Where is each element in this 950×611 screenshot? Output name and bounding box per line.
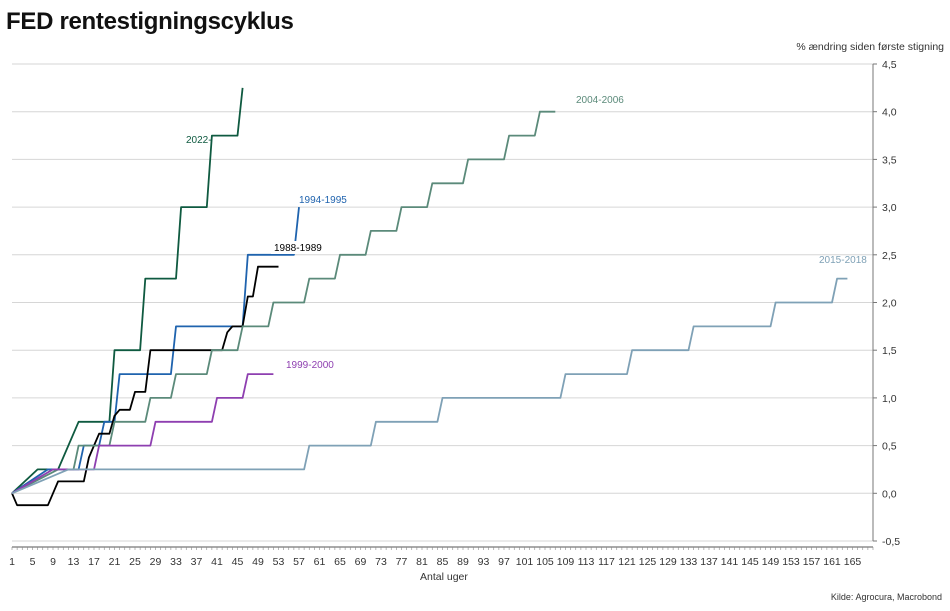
x-tick-label: 149 — [762, 556, 780, 568]
y-tick-label: 1,5 — [882, 345, 897, 357]
x-tick-label: 69 — [355, 556, 367, 568]
series-label: 2004-2006 — [576, 95, 624, 106]
y-tick-label: 0,0 — [882, 488, 897, 500]
x-tick-label: 65 — [334, 556, 346, 568]
x-tick-label: 81 — [416, 556, 428, 568]
y-tick-label: 0,5 — [882, 441, 897, 453]
x-tick-label: 121 — [618, 556, 636, 568]
y-tick-label: -0,5 — [882, 536, 900, 548]
series-line-1994-1995 — [11, 207, 300, 495]
x-tick-label: 117 — [598, 556, 615, 568]
x-tick-label: 133 — [680, 556, 698, 568]
x-tick-label: 93 — [478, 556, 490, 568]
chart-title: FED rentestigningscyklus — [6, 8, 294, 35]
x-tick-label: 89 — [457, 556, 469, 568]
x-tick-label: 25 — [129, 556, 141, 568]
x-tick-label: 9 — [50, 556, 56, 568]
x-tick-label: 113 — [578, 556, 595, 568]
x-tick-label: 145 — [741, 556, 759, 568]
x-tick-label: 21 — [109, 556, 121, 568]
x-tick-label: 153 — [782, 556, 800, 568]
x-tick-label: 53 — [273, 556, 285, 568]
series-label: 1988-1989 — [274, 243, 322, 254]
x-tick-label: 97 — [498, 556, 510, 568]
series-line-1988-1989 — [11, 265, 279, 507]
x-tick-label: 57 — [293, 556, 305, 568]
y-tick-label: 2,5 — [882, 250, 897, 262]
y-axis-label: % ændring siden første stigning — [796, 41, 944, 53]
series-label: 2015-2018 — [819, 255, 867, 266]
x-tick-label: 61 — [314, 556, 326, 568]
x-tick-label: 137 — [700, 556, 718, 568]
x-tick-label: 77 — [396, 556, 408, 568]
x-tick-label: 45 — [232, 556, 244, 568]
x-tick-label: 41 — [211, 556, 223, 568]
x-tick-label: 85 — [437, 556, 449, 568]
series-line-2022 — [11, 87, 244, 494]
source-note: Kilde: Agrocura, Macrobond — [830, 592, 942, 602]
series-label: 1994-1995 — [299, 195, 347, 206]
x-tick-label: 33 — [170, 556, 182, 568]
x-tick-label: 49 — [252, 556, 264, 568]
y-tick-label: 3,0 — [882, 202, 897, 214]
x-tick-label: 37 — [191, 556, 203, 568]
x-axis-label: Antal uger — [420, 571, 468, 583]
x-tick-label: 17 — [88, 556, 100, 568]
x-tick-label: 105 — [536, 556, 554, 568]
x-tick-label: 165 — [844, 556, 862, 568]
y-tick-label: 2,0 — [882, 298, 897, 310]
y-tick-label: 3,5 — [882, 154, 897, 166]
x-tick-label: 101 — [516, 556, 534, 568]
x-tick-label: 125 — [639, 556, 657, 568]
series-label: 1999-2000 — [286, 360, 334, 371]
y-tick-label: 1,0 — [882, 393, 897, 405]
series-line-2004-2006 — [11, 110, 556, 495]
x-tick-label: 161 — [823, 556, 841, 568]
x-tick-label: 13 — [68, 556, 80, 568]
x-tick-label: 29 — [150, 556, 162, 568]
series-line-2015-2018 — [11, 277, 848, 495]
series-label: 2022- — [186, 135, 212, 146]
x-tick-label: 109 — [557, 556, 575, 568]
x-tick-label: 5 — [30, 556, 36, 568]
x-tick-label: 1 — [9, 556, 15, 568]
x-tick-label: 129 — [659, 556, 677, 568]
x-tick-label: 157 — [803, 556, 821, 568]
x-tick-label: 141 — [721, 556, 739, 568]
x-tick-label: 73 — [375, 556, 387, 568]
y-tick-label: 4,5 — [882, 59, 897, 71]
y-tick-label: 4,0 — [882, 107, 897, 119]
series-label-bg — [271, 241, 325, 254]
